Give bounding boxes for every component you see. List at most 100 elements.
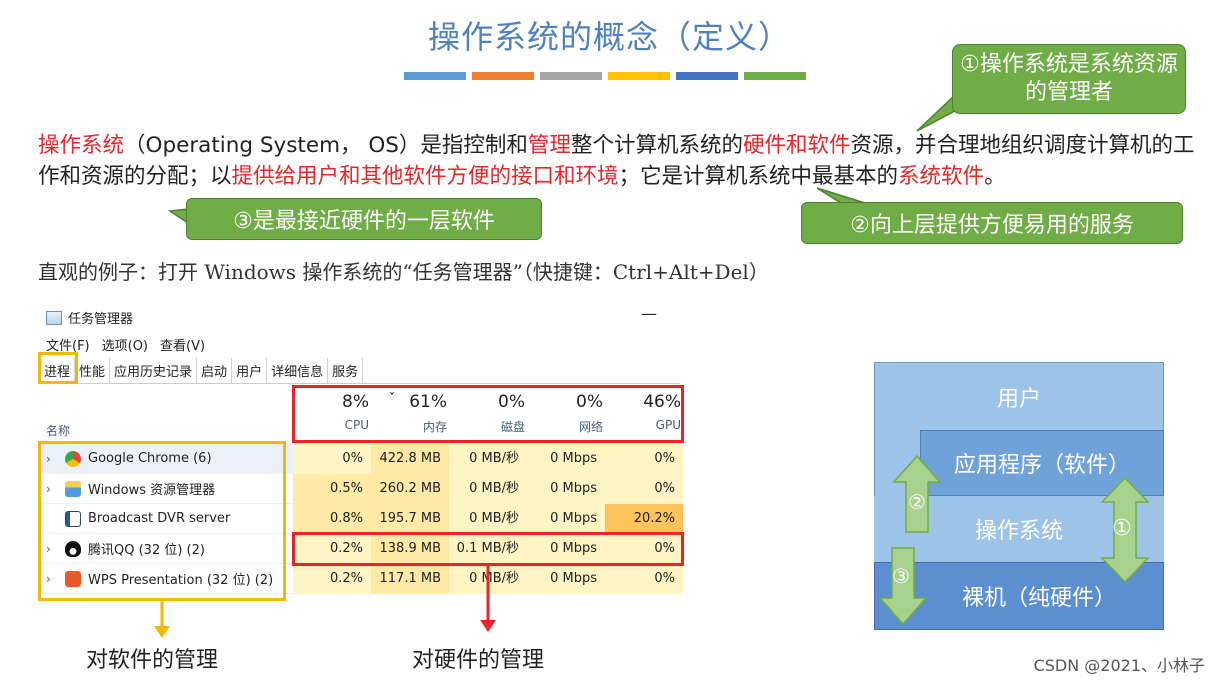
tab-startup[interactable]: 启动 [197, 358, 233, 383]
stat-label: GPU [655, 418, 681, 432]
stat-label: 网络 [578, 420, 603, 434]
stat-value: 0% [498, 392, 525, 412]
tab-users[interactable]: 用户 [232, 358, 268, 383]
definition-paragraph: 操作系统（Operating System， OS）是指控制和管理整个计算机系统… [38, 130, 1208, 192]
network-cell: 0 Mbps [527, 473, 605, 504]
chevron-right-icon[interactable]: › [46, 481, 51, 496]
stat-memory[interactable]: ˇ 61% 内存 [371, 392, 447, 435]
color-segment [744, 72, 806, 80]
layer-user-label: 用户 [996, 387, 1041, 412]
callout-services: ②向上层提供方便易用的服务 [801, 202, 1183, 244]
task-manager-window: 任务管理器 — 文件(F) 选项(O) 查看(V) 进程 性能 应用历史记录 启… [38, 302, 683, 602]
stat-label: CPU [344, 418, 369, 432]
table-row[interactable]: Broadcast DVR server 0.8% 195.7 MB 0 MB/… [40, 503, 683, 534]
tab-details[interactable]: 详细信息 [267, 358, 329, 383]
process-name-cell: › Google Chrome (6) [40, 450, 293, 467]
process-name: WPS Presentation (32 位) (2) [88, 573, 274, 588]
process-name-cell: › 腾讯QQ (32 位) (2) [40, 539, 293, 558]
memory-cell: 138.9 MB [371, 533, 449, 564]
process-name-cell: Broadcast DVR server [40, 510, 293, 527]
table-row[interactable]: › Google Chrome (6) 0% 422.8 MB 0 MB/秒 0… [40, 443, 683, 474]
tm-tabbar: 进程 性能 应用历史记录 启动 用户 详细信息 服务 [40, 358, 680, 384]
term-interface: 提供给用户和其他软件方便的接口和环境 [231, 164, 619, 189]
memory-cell: 260.2 MB [371, 473, 449, 504]
chevron-right-icon[interactable]: › [46, 541, 51, 556]
column-name-header[interactable]: 名称 [46, 424, 71, 438]
stat-network[interactable]: 0% 网络 [527, 392, 603, 435]
cpu-cell: 0.2% [293, 533, 371, 564]
tm-titlebar: 任务管理器 [46, 308, 133, 327]
chevron-right-icon[interactable]: › [46, 571, 51, 586]
stat-cpu[interactable]: 8% CPU [293, 392, 369, 432]
color-segment [676, 72, 738, 80]
sort-chevron-icon: ˇ [388, 392, 396, 407]
folder-icon [65, 480, 81, 497]
stat-value: 0% [576, 392, 603, 412]
term-system-software: 系统软件 [898, 164, 985, 189]
software-management-caption: 对软件的管理 [86, 648, 219, 673]
table-row[interactable]: › 腾讯QQ (32 位) (2) 0.2% 138.9 MB 0.1 MB/秒… [40, 533, 683, 564]
color-segment [404, 72, 466, 80]
example-text: 直观的例子：打开 Windows 操作系统的“任务管理器”（快捷键：Ctrl+A… [38, 260, 769, 284]
gpu-cell: 0% [605, 443, 683, 474]
disk-cell: 0 MB/秒 [449, 443, 527, 474]
disk-cell: 0.1 MB/秒 [449, 533, 527, 564]
dvr-server-icon [65, 510, 81, 527]
table-row[interactable]: › Windows 资源管理器 0.5% 260.2 MB 0 MB/秒 0 M… [40, 473, 683, 504]
tab-app-history[interactable]: 应用历史记录 [110, 358, 198, 383]
color-segment [540, 72, 602, 80]
callout-resource-manager: ①操作系统是系统资源的管理者 [952, 44, 1186, 114]
stat-value: 46% [643, 392, 681, 412]
text-segment: ；它是计算机系统中最基本的 [618, 164, 899, 189]
text-segment: 。 [984, 164, 1006, 189]
layer-application-label: 应用程序（软件） [953, 453, 1130, 478]
text-segment: 资源，并合理地组织调度计算机的工作和资源的分配；以 [38, 133, 1195, 189]
stat-label: 磁盘 [500, 420, 525, 434]
color-segment [472, 72, 534, 80]
down-arrow-icon [878, 547, 928, 626]
menu-options[interactable]: 选项(O) [101, 339, 149, 354]
cpu-cell: 0% [293, 443, 371, 474]
minimize-button[interactable]: — [641, 304, 657, 323]
tab-processes[interactable]: 进程 [40, 358, 76, 383]
memory-cell: 117.1 MB [371, 563, 449, 594]
double-arrow-icon [1100, 476, 1150, 584]
disk-cell: 0 MB/秒 [449, 503, 527, 534]
tm-menubar: 文件(F) 选项(O) 查看(V) [46, 335, 205, 354]
chevron-right-icon[interactable]: › [46, 451, 51, 466]
process-name-cell: › WPS Presentation (32 位) (2) [40, 569, 293, 588]
os-layer-diagram: 用户 应用程序（软件） 操作系统 裸机（纯硬件） ② ① ③ [874, 362, 1164, 630]
slide-title: 操作系统的概念（定义） [427, 18, 791, 56]
process-name: Windows 资源管理器 [88, 483, 216, 498]
hardware-management-caption: 对硬件的管理 [412, 648, 545, 673]
stat-disk[interactable]: 0% 磁盘 [449, 392, 525, 435]
arrow-1-label: ① [1112, 516, 1132, 541]
color-segment [608, 72, 670, 80]
term-os: 操作系统 [38, 133, 125, 158]
tab-services[interactable]: 服务 [328, 358, 364, 383]
qq-penguin-icon [65, 540, 81, 557]
processes-tab-highlight [38, 352, 78, 384]
software-highlight-box [38, 441, 286, 601]
tab-performance[interactable]: 性能 [75, 358, 111, 383]
text-segment: （Operating System， OS）是指控制和 [124, 133, 528, 158]
stat-gpu[interactable]: 46% GPU [605, 392, 681, 432]
arrow-2-label: ② [908, 490, 926, 514]
layer-hardware-label: 裸机（纯硬件） [961, 586, 1116, 611]
menu-file[interactable]: 文件(F) [46, 339, 90, 354]
hardware-stats-highlight-box [292, 385, 684, 443]
cpu-cell: 0.5% [293, 473, 371, 504]
up-arrow-icon [892, 454, 942, 533]
gpu-cell: 0% [605, 473, 683, 504]
network-cell: 0 Mbps [527, 533, 605, 564]
tm-title-text: 任务管理器 [68, 312, 134, 327]
gpu-cell: 0% [605, 563, 683, 594]
callout-closest-hardware: ③是最接近硬件的一层软件 [186, 198, 542, 240]
wps-presentation-icon [65, 570, 81, 587]
resource-header: 8% CPU ˇ 61% 内存 0% 磁盘 0% 网络 46% GPU [293, 392, 683, 442]
menu-view[interactable]: 查看(V) [160, 339, 206, 354]
stat-value-wrap: ˇ 61% [371, 392, 447, 412]
process-name-cell: › Windows 资源管理器 [40, 479, 293, 498]
term-manage: 管理 [527, 133, 571, 158]
red-down-arrow-icon [480, 566, 496, 632]
